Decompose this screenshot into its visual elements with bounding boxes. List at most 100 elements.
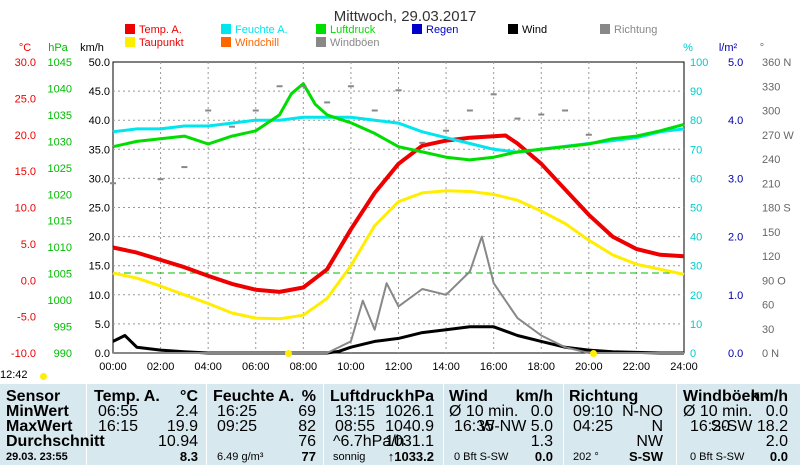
rain-tick-label: 3.0 bbox=[728, 173, 743, 185]
wind-tick-label: 20.0 bbox=[89, 232, 110, 244]
cell: 2.4 bbox=[175, 403, 198, 420]
wind-tick-label: 25.0 bbox=[89, 203, 110, 215]
cell: 1.3 bbox=[530, 433, 553, 450]
x-tick-label: 08:00 bbox=[290, 361, 318, 373]
legend-swatch bbox=[125, 24, 135, 34]
axis-unit-label: % bbox=[683, 42, 693, 54]
pressure-tick-label: 1010 bbox=[48, 242, 72, 254]
table-row-current: 29.03. 23:55 8.3 6.49 g/m³ 77 sonnig ↑10… bbox=[0, 450, 800, 464]
hdr-sensor: Sensor bbox=[6, 388, 61, 405]
pressure-tick-label: 1025 bbox=[48, 163, 72, 175]
legend-swatch bbox=[316, 37, 326, 47]
legend-label: Taupunkt bbox=[139, 37, 184, 49]
cell: 06:55 bbox=[98, 403, 139, 420]
axis-unit-label: hPa bbox=[48, 42, 68, 54]
humidity-tick-label: 60 bbox=[690, 173, 702, 185]
table-row: Durchschnitt 10.94 76 ^6.7hPa/h 1031.1 1… bbox=[0, 433, 800, 450]
current-time: 12:42 bbox=[0, 369, 28, 381]
cell: 0.0 bbox=[765, 403, 788, 420]
temp-tick-label: 5.0 bbox=[21, 239, 36, 251]
direction-tick-label: 120 bbox=[762, 251, 780, 263]
cell: 202 ° bbox=[573, 451, 599, 463]
cell: 69 bbox=[298, 403, 316, 420]
hdr-gust: Windböen bbox=[683, 388, 761, 405]
legend-label: Temp. A. bbox=[139, 24, 182, 36]
wind-tick-label: 45.0 bbox=[89, 86, 110, 98]
direction-tick-label: 0 N bbox=[762, 348, 779, 360]
pressure-tick-label: 1040 bbox=[48, 83, 72, 95]
series-line-taupunkt bbox=[112, 189, 685, 321]
row-label: Durchschnitt bbox=[6, 433, 105, 450]
wind-tick-label: 35.0 bbox=[89, 144, 110, 156]
x-tick-label: 18:00 bbox=[527, 361, 555, 373]
pressure-tick-label: 990 bbox=[54, 348, 72, 360]
temp-tick-label: 20.0 bbox=[15, 130, 36, 142]
grid-lines bbox=[113, 62, 684, 353]
legend-swatch bbox=[412, 24, 422, 34]
x-tick-label: 22:00 bbox=[623, 361, 651, 373]
legend-swatch bbox=[221, 24, 231, 34]
direction-point bbox=[490, 93, 497, 96]
cell: 0 Bft S-SW bbox=[454, 451, 509, 463]
x-tick-label: 12:00 bbox=[385, 361, 413, 373]
humidity-tick-label: 30 bbox=[690, 261, 702, 273]
humidity-tick-label: 20 bbox=[690, 290, 702, 302]
hdr-hum: Feuchte A. bbox=[213, 388, 295, 405]
temp-tick-label: 10.0 bbox=[15, 203, 36, 215]
x-tick-label: 04:00 bbox=[194, 361, 222, 373]
chart-legend: Temp. A. Feuchte A. Luftdruck Regen Wind Rich… bbox=[125, 24, 657, 49]
cell: 09:25 bbox=[217, 418, 258, 435]
cell: S-SW bbox=[629, 449, 663, 464]
temp-tick-label: -10.0 bbox=[11, 348, 36, 360]
direction-tick-label: 330 bbox=[762, 81, 780, 93]
cell: 2.0 bbox=[765, 433, 788, 450]
legend-swatch bbox=[316, 24, 326, 34]
rain-tick-label: 5.0 bbox=[728, 57, 743, 69]
row-label: MaxWert bbox=[6, 418, 73, 435]
hdr-press-unit: hPa bbox=[404, 388, 434, 405]
direction-point bbox=[110, 182, 116, 185]
wind-tick-label: 30.0 bbox=[89, 173, 110, 185]
cell: NW bbox=[636, 433, 663, 450]
rain-tick-label: 0.0 bbox=[728, 348, 743, 360]
axis-unit-label: km/h bbox=[80, 42, 104, 54]
direction-point bbox=[466, 109, 473, 112]
rain-tick-label: 2.0 bbox=[728, 232, 743, 244]
cell: 0.0 bbox=[530, 403, 553, 420]
legend-label: Luftdruck bbox=[330, 24, 376, 36]
axis-unit-label: l/m² bbox=[719, 42, 738, 54]
hdr-temp: Temp. A. bbox=[94, 388, 160, 405]
hdr-hum-unit: % bbox=[301, 388, 316, 405]
series-lines bbox=[112, 82, 685, 355]
legend-label: Wind bbox=[522, 24, 547, 36]
temp-tick-label: 15.0 bbox=[15, 166, 36, 178]
chart-title: Mittwoch, 29.03.2017 bbox=[334, 8, 477, 25]
cell: 16:20 bbox=[690, 418, 731, 435]
cell: Ø 10 min. bbox=[449, 403, 519, 420]
cell: ^6.7hPa/h bbox=[333, 433, 405, 450]
cell: 16:15 bbox=[98, 418, 139, 435]
direction-point bbox=[538, 113, 545, 116]
direction-tick-label: 300 bbox=[762, 106, 780, 118]
legend-swatch bbox=[508, 24, 518, 34]
pressure-tick-label: 1035 bbox=[48, 110, 72, 122]
pressure-tick-label: 1045 bbox=[48, 57, 72, 69]
cell: 1031.1 bbox=[385, 433, 434, 450]
cell: 16:25 bbox=[217, 403, 258, 420]
direction-tick-label: 360 N bbox=[762, 57, 791, 69]
axis-unit-label: °C bbox=[19, 42, 31, 54]
cell: 19.9 bbox=[166, 418, 198, 435]
humidity-tick-label: 80 bbox=[690, 115, 702, 127]
x-tick-label: 02:00 bbox=[147, 361, 175, 373]
series-line-windb-en bbox=[113, 235, 684, 354]
hdr-gust-unit: km/h bbox=[750, 388, 788, 405]
wind-tick-label: 5.0 bbox=[95, 319, 110, 331]
direction-point bbox=[585, 133, 592, 136]
temp-tick-label: -5.0 bbox=[17, 312, 36, 324]
rain-tick-label: 4.0 bbox=[728, 115, 743, 127]
x-tick-label: 14:00 bbox=[432, 361, 460, 373]
cell: sonnig bbox=[333, 451, 366, 463]
legend-label: Windböen bbox=[330, 37, 380, 49]
x-tick-label: 16:00 bbox=[480, 361, 508, 373]
humidity-tick-label: 50 bbox=[690, 203, 702, 215]
